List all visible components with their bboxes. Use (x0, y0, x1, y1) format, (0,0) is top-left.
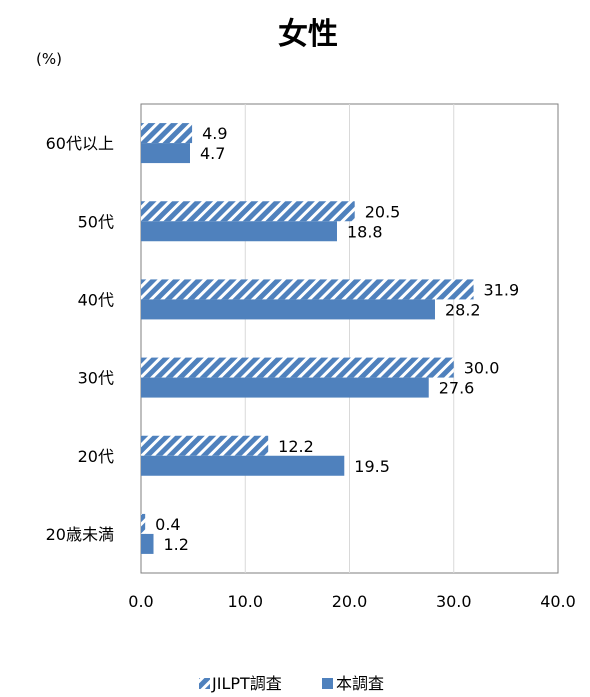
category-label: 20歳未満 (46, 525, 114, 544)
legend-swatch-honchosa (322, 678, 333, 689)
chart-title: 女性 (278, 17, 338, 52)
unit-label: (%) (36, 50, 62, 68)
legend-label-jilpt: JILPT調査 (211, 674, 282, 693)
legend-swatch-jilpt (199, 678, 210, 689)
bar-honchosa (141, 221, 337, 242)
data-label: 30.0 (464, 359, 500, 378)
data-label: 20.5 (365, 202, 401, 221)
data-label: 18.8 (347, 222, 383, 241)
bars (141, 123, 474, 554)
category-label: 30代 (78, 369, 114, 388)
bar-honchosa (141, 533, 154, 554)
x-tick-labels: 0.0 10.0 20.0 30.0 40.0 (128, 592, 576, 611)
data-label: 4.7 (200, 144, 225, 163)
bar-jilpt (141, 279, 474, 300)
data-label: 1.2 (164, 535, 189, 554)
bar-jilpt (141, 123, 193, 144)
bar-honchosa (141, 143, 190, 164)
bar-jilpt (141, 201, 355, 222)
category-label: 50代 (78, 212, 114, 231)
bar-jilpt (141, 357, 454, 378)
bar-honchosa (141, 299, 435, 320)
data-label: 31.9 (484, 280, 520, 299)
category-label: 20代 (78, 447, 114, 466)
legend-label-honchosa: 本調査 (336, 674, 384, 693)
x-tick-label: 20.0 (332, 592, 368, 611)
gridlines (244, 104, 455, 573)
data-labels: 4.94.7 20.518.8 31.928.2 30.027.6 12.2 19.5 0.… (155, 124, 519, 554)
bar-jilpt (141, 513, 146, 534)
x-tick-label: 10.0 (227, 592, 263, 611)
data-label: 0.4 (155, 515, 180, 534)
category-label: 40代 (78, 290, 114, 309)
data-label: 19.5 (354, 457, 390, 476)
data-label: 28.2 (445, 300, 481, 319)
x-tick-label: 40.0 (540, 592, 576, 611)
x-tick-label: 30.0 (436, 592, 472, 611)
data-label: 4.9 (202, 124, 227, 143)
x-tick-label: 0.0 (128, 592, 153, 611)
category-labels: 60代以上 50代 40代 30代 20代 20歳未満 (46, 134, 114, 544)
legend: JILPT調査 本調査 (199, 674, 384, 693)
bar-honchosa (141, 455, 345, 476)
data-label: 27.6 (439, 379, 475, 398)
data-label: 12.2 (278, 437, 314, 456)
category-label: 60代以上 (46, 134, 114, 153)
bar-honchosa (141, 377, 429, 398)
bar-jilpt (141, 435, 269, 456)
